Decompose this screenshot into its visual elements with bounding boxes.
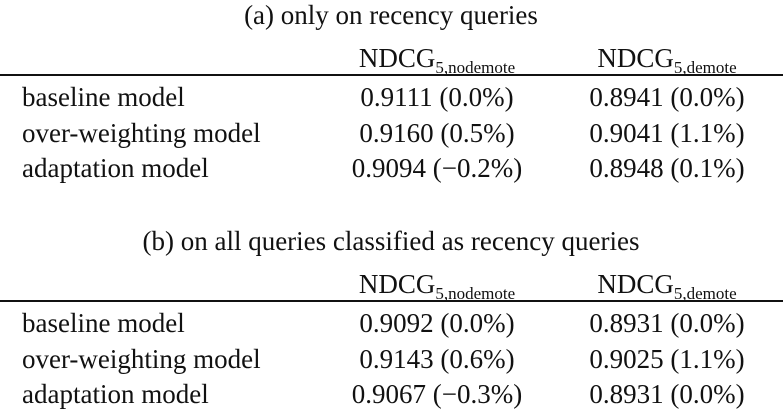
header-subscript: 5,demote	[673, 58, 737, 77]
rule	[0, 300, 783, 302]
header-main: NDCG	[597, 43, 674, 73]
column-header: NDCG5,demote	[597, 43, 737, 77]
header-subscript: 5,nodemote	[435, 58, 516, 77]
header-subscript: 5,nodemote	[435, 284, 516, 303]
column-header: NDCG5,nodemote	[358, 43, 516, 77]
cell-value: 0.9092 (0.0%)	[359, 308, 515, 338]
cell-value: 0.9160 (0.5%)	[359, 117, 515, 148]
cell-value: 0.8948 (0.1%)	[589, 153, 745, 183]
row-label: adaptation model	[22, 153, 209, 183]
row-label: adaptation model	[22, 379, 209, 409]
cell-value: 0.9041 (1.1%)	[589, 117, 745, 148]
header-main: NDCG	[358, 269, 436, 299]
row-label: baseline model	[22, 308, 185, 338]
cell-value: 0.9111 (0.0%)	[360, 82, 514, 112]
column-header: NDCG5,demote	[597, 269, 737, 303]
rule	[0, 74, 783, 76]
header-main: NDCG	[358, 43, 436, 73]
header-main: NDCG	[597, 269, 674, 299]
header-subscript: 5,demote	[673, 284, 737, 303]
table-caption: (a) only on recency queries	[244, 0, 538, 30]
row-label: over-weighting model	[22, 343, 261, 374]
cell-value: 0.8941 (0.0%)	[589, 82, 745, 112]
cell-value: 0.8931 (0.0%)	[589, 379, 745, 409]
row-label: over-weighting model	[22, 117, 261, 148]
cell-value: 0.8931 (0.0%)	[589, 308, 745, 338]
cell-value: 0.9094 (−0.2%)	[351, 153, 523, 183]
cell-value: 0.9143 (0.6%)	[359, 343, 515, 374]
row-label: baseline model	[22, 82, 185, 112]
table-caption: (b) on all queries classified as recency…	[142, 226, 640, 256]
cell-value: 0.9025 (1.1%)	[589, 343, 745, 374]
cell-value: 0.9067 (−0.3%)	[351, 379, 523, 409]
column-header: NDCG5,nodemote	[358, 269, 516, 303]
